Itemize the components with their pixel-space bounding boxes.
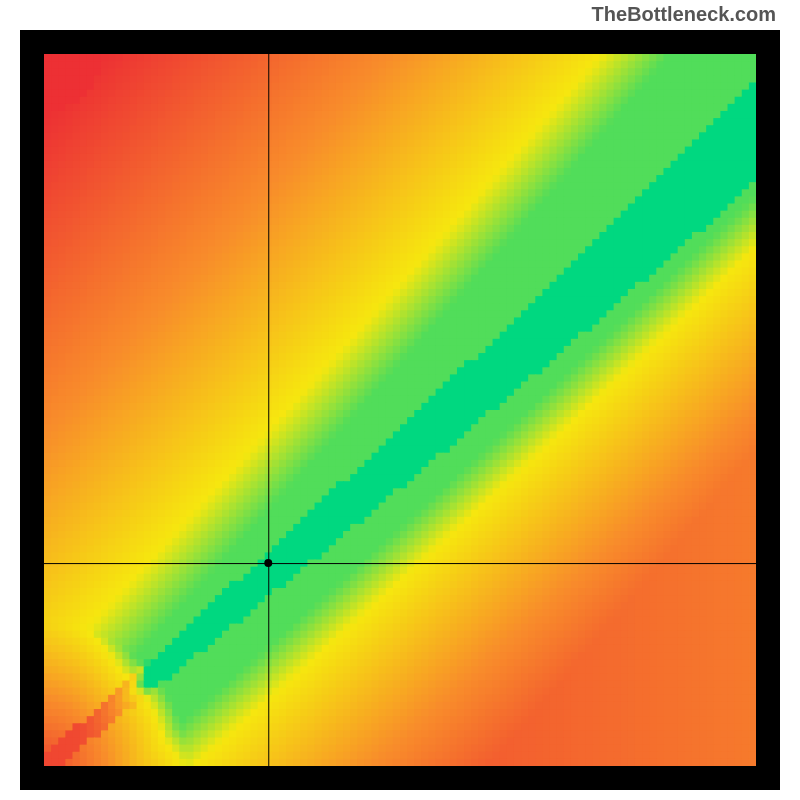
bottleneck-heatmap bbox=[44, 54, 756, 766]
watermark-text: TheBottleneck.com bbox=[592, 4, 776, 27]
